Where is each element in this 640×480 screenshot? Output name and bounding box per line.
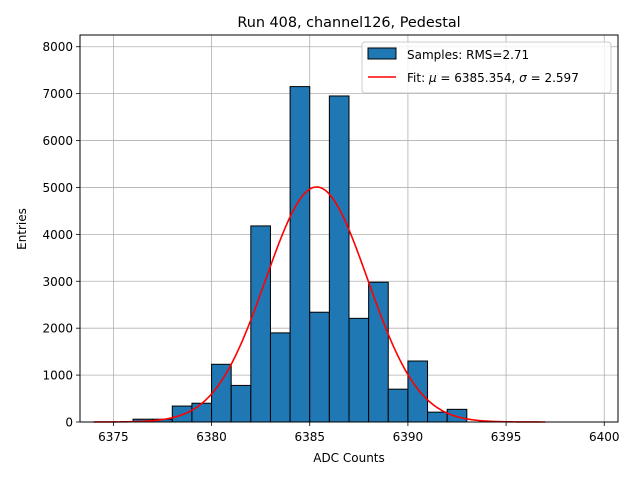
legend-sigma-value: 2.597	[544, 71, 578, 85]
histogram-bar	[348, 317, 370, 423]
y-tick-label: 8000	[42, 40, 73, 54]
legend-box	[361, 41, 612, 94]
y-tick-label: 6000	[42, 134, 73, 148]
legend: Samples: RMS=2.71 Fit: μ = 6385.354, σ =…	[361, 41, 612, 94]
y-tick-label: 0	[65, 416, 73, 430]
legend-fit-prefix: Fit:	[407, 71, 429, 85]
plot-area-frame	[79, 34, 619, 423]
histogram-bar	[309, 311, 330, 423]
histogram-bar	[269, 332, 291, 423]
x-tick-label: 6395	[491, 430, 522, 444]
y-axis-label: Entries	[15, 208, 29, 250]
legend-sigma-symbol: σ	[519, 71, 527, 85]
legend-label-samples: Samples: RMS=2.71	[407, 48, 529, 62]
y-axis-ticks: 0 1000 2000 3000 4000 5000 6000 7000 8000	[42, 40, 80, 430]
histogram-bar	[230, 384, 252, 423]
histogram-bar	[407, 360, 429, 423]
histogram-bar	[387, 388, 409, 423]
histogram-bar	[427, 411, 448, 423]
x-tick-label: 6390	[393, 430, 424, 444]
histogram-bars	[132, 86, 468, 423]
histogram-bar	[368, 281, 389, 423]
histogram-bar	[250, 225, 271, 423]
legend-mu-symbol: μ	[428, 71, 437, 85]
x-tick-label: 6380	[196, 430, 227, 444]
y-tick-label: 1000	[42, 369, 73, 383]
y-tick-label: 3000	[42, 275, 73, 289]
x-tick-label: 6375	[98, 430, 129, 444]
histogram-bar	[328, 95, 350, 423]
legend-label-fit: Fit: μ = 6385.354, σ = 2.597	[407, 71, 579, 85]
histogram-bar	[211, 363, 232, 423]
histogram-bar	[446, 408, 468, 423]
x-axis-ticks: 6375 6380 6385 6390 6395 6400	[98, 422, 620, 444]
y-tick-label: 7000	[42, 87, 73, 101]
histogram-bar	[289, 86, 311, 423]
x-tick-label: 6385	[294, 430, 325, 444]
legend-mu-value: 6385.354	[454, 71, 511, 85]
y-tick-label: 5000	[42, 181, 73, 195]
y-tick-label: 2000	[42, 322, 73, 336]
x-axis-label: ADC Counts	[313, 451, 385, 465]
x-tick-label: 6400	[589, 430, 620, 444]
chart-title: Run 408, channel126, Pedestal	[237, 15, 460, 31]
fit-curve	[93, 186, 546, 423]
legend-swatch-samples	[367, 47, 397, 60]
y-tick-label: 4000	[42, 228, 73, 242]
histogram-bar	[191, 402, 213, 423]
